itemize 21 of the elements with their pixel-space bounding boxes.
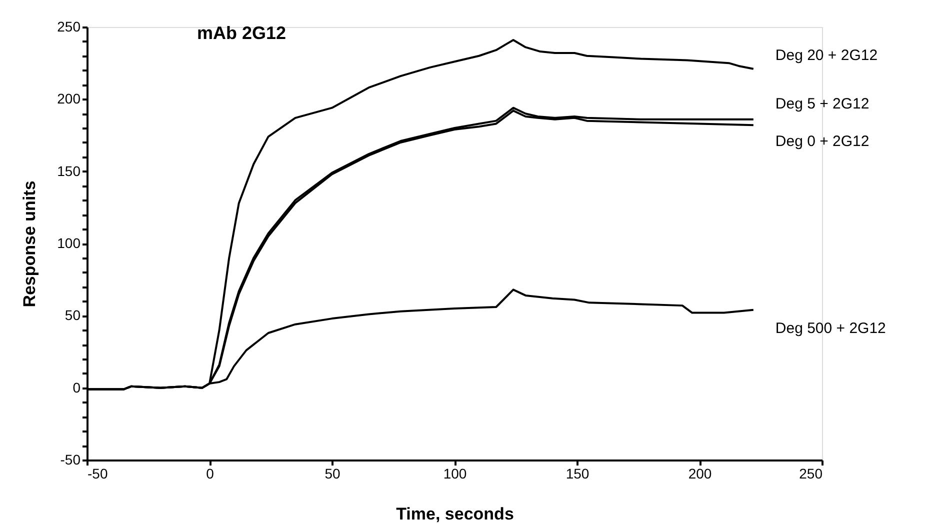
y-tick-label: 100 <box>57 235 81 251</box>
x-tick-label: 250 <box>799 466 823 482</box>
series-label: Deg 5 + 2G12 <box>775 95 870 112</box>
y-tick-label: 50 <box>64 307 81 324</box>
series-label: Deg 0 + 2G12 <box>775 133 870 150</box>
x-tick-label: 200 <box>688 466 712 482</box>
x-tick-label: 50 <box>324 466 340 482</box>
series-label: Deg 20 + 2G12 <box>775 46 878 64</box>
x-tick-label: 150 <box>566 466 590 482</box>
y-tick-label: 200 <box>57 90 81 107</box>
x-tick-label: -50 <box>88 466 108 482</box>
x-tick-label: 100 <box>443 466 467 482</box>
y-tick-label: 0 <box>72 379 81 396</box>
series-label: Deg 500 + 2G12 <box>775 320 886 337</box>
x-tick-label: 0 <box>206 466 214 482</box>
x-axis-title: Time, seconds <box>396 504 514 524</box>
y-tick-label: -50 <box>60 452 81 468</box>
y-tick-label: 250 <box>57 18 81 34</box>
chart-title: mAb 2G12 <box>197 23 286 43</box>
y-axis-title: Response units <box>20 180 40 308</box>
y-tick-label: 150 <box>57 162 81 179</box>
